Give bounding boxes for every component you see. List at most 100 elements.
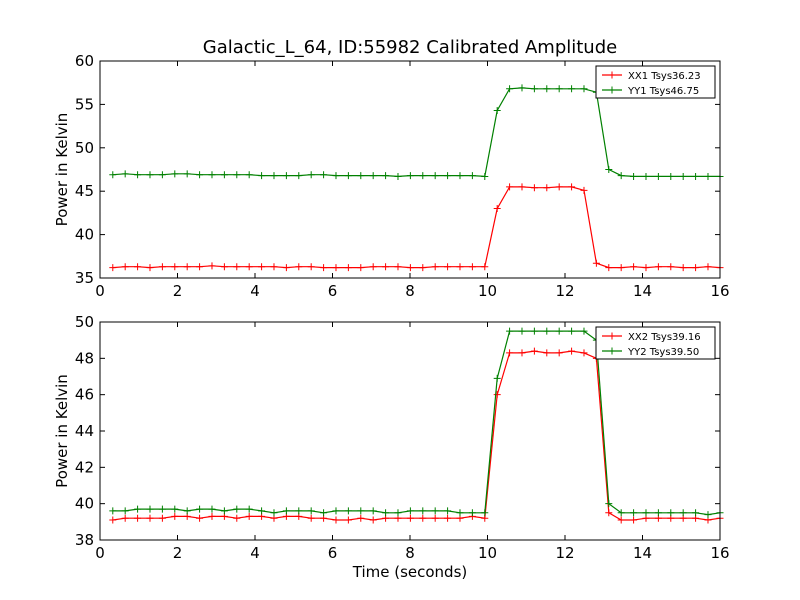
data-point <box>233 171 241 179</box>
data-point <box>208 505 216 513</box>
y-axis-label: Power in Kelvin <box>53 374 71 488</box>
data-point <box>357 514 365 522</box>
y-tick-label: 40 <box>75 495 94 513</box>
data-point <box>518 84 526 92</box>
data-point <box>369 507 377 515</box>
data-point <box>208 512 216 520</box>
data-point <box>493 106 501 114</box>
legend-entry-label: XX2 Tsys39.16 <box>628 332 701 343</box>
data-point <box>419 507 427 515</box>
data-point <box>605 500 613 508</box>
data-point <box>134 505 142 513</box>
legend-entry-label: YY2 Tsys39.50 <box>627 347 699 358</box>
data-point <box>555 349 563 357</box>
data-point <box>543 184 551 192</box>
data-point <box>468 172 476 180</box>
data-point <box>530 85 538 93</box>
data-point <box>245 263 253 271</box>
data-point <box>357 264 365 272</box>
y-tick-label: 46 <box>75 386 94 404</box>
data-point <box>158 171 166 179</box>
data-point <box>493 391 501 399</box>
data-point <box>295 507 303 515</box>
data-point <box>394 509 402 517</box>
data-point <box>406 514 414 522</box>
data-point <box>158 505 166 513</box>
x-tick-label: 16 <box>710 544 729 562</box>
data-point <box>134 171 142 179</box>
data-point <box>456 509 464 517</box>
data-point <box>679 264 687 272</box>
data-point <box>419 172 427 180</box>
data-point <box>518 349 526 357</box>
x-axis-label: Time (seconds) <box>352 563 468 581</box>
data-point <box>121 263 129 271</box>
y-tick-label: 35 <box>75 269 94 287</box>
data-point <box>530 347 538 355</box>
data-point <box>109 507 117 515</box>
data-point <box>431 172 439 180</box>
data-point <box>208 262 216 270</box>
data-point <box>196 505 204 513</box>
data-point <box>704 511 712 519</box>
data-point <box>667 263 675 271</box>
data-point <box>468 263 476 271</box>
data-point <box>270 263 278 271</box>
data-point <box>158 514 166 522</box>
data-point <box>258 172 266 180</box>
x-tick-label: 14 <box>633 282 652 300</box>
legend-entry-label: YY1 Tsys46.75 <box>627 86 699 97</box>
y-tick-label: 55 <box>75 95 94 113</box>
y-axis-label: Power in Kelvin <box>53 113 71 227</box>
data-point <box>642 172 650 180</box>
data-point <box>468 509 476 517</box>
y-tick-label: 45 <box>75 182 94 200</box>
data-point <box>654 172 662 180</box>
x-tick-label: 10 <box>478 282 497 300</box>
data-point <box>419 264 427 272</box>
data-point <box>382 263 390 271</box>
data-point <box>183 263 191 271</box>
data-point <box>245 512 253 520</box>
data-point <box>580 327 588 335</box>
data-point <box>245 505 253 513</box>
legend-marker <box>608 332 616 340</box>
data-point <box>667 509 675 517</box>
data-point <box>456 172 464 180</box>
data-point <box>146 264 154 272</box>
data-point <box>171 170 179 178</box>
data-point <box>605 166 613 173</box>
data-point <box>344 507 352 515</box>
data-point <box>506 349 514 357</box>
data-point <box>580 186 588 194</box>
data-point <box>630 509 638 517</box>
data-point <box>617 264 625 272</box>
data-point <box>431 263 439 271</box>
data-point <box>617 172 625 180</box>
x-tick-label: 4 <box>250 544 260 562</box>
legend-entry-label: XX1 Tsys36.23 <box>628 71 701 82</box>
data-point <box>580 85 588 93</box>
data-point <box>382 509 390 517</box>
data-point <box>320 509 328 517</box>
data-point <box>518 327 526 335</box>
data-point <box>530 184 538 192</box>
data-point <box>555 85 563 93</box>
data-point <box>109 264 117 272</box>
data-point <box>307 263 315 271</box>
data-point <box>109 516 117 524</box>
data-point <box>332 516 340 524</box>
data-point <box>692 172 700 180</box>
data-point <box>208 171 216 179</box>
data-point <box>617 516 625 524</box>
data-point <box>568 183 576 191</box>
x-tick-label: 16 <box>710 282 729 300</box>
data-point <box>233 514 241 522</box>
x-tick-label: 6 <box>328 282 338 300</box>
data-point <box>320 171 328 179</box>
x-tick-label: 0 <box>95 282 105 300</box>
data-point <box>630 263 638 271</box>
legend-box <box>595 65 716 99</box>
data-point <box>282 264 290 272</box>
x-tick-label: 12 <box>555 544 574 562</box>
